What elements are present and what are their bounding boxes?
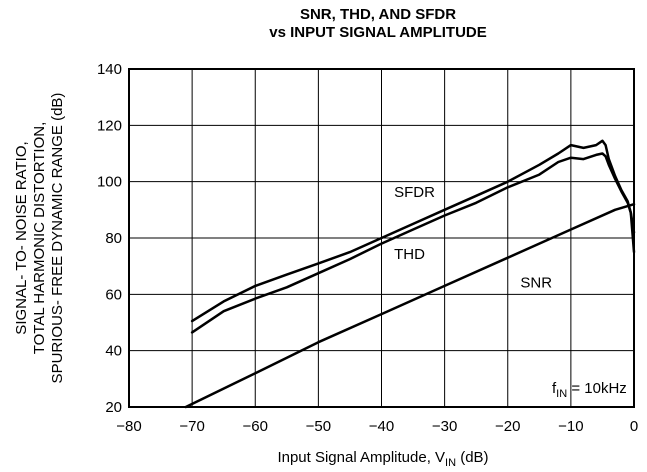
x-tick-label: −20 xyxy=(495,418,520,435)
x-axis-label-unit: (dB) xyxy=(456,449,489,466)
x-tick-label: −70 xyxy=(179,418,204,435)
series-label-sfdr: SFDR xyxy=(394,184,435,201)
chart-title-line1: SNR, THD, AND SFDR xyxy=(300,6,456,23)
series-line-thd xyxy=(190,152,636,334)
x-axis-label: Input Signal Amplitude, VIN (dB) xyxy=(277,449,488,469)
y-tick-label: 80 xyxy=(105,230,122,247)
x-axis-label-sub: IN xyxy=(445,457,456,469)
series-lines xyxy=(184,139,636,409)
series-label-thd: THD xyxy=(394,246,425,263)
y-tick-label: 100 xyxy=(97,174,122,191)
x-axis-label-main: Input Signal Amplitude, V xyxy=(277,449,445,466)
x-tick-label: −40 xyxy=(369,418,394,435)
y-tick-label: 20 xyxy=(105,399,122,416)
y-axis-label-line1: SIGNAL- TO- NOISE RATIO, xyxy=(13,141,30,334)
y-axis-label: SIGNAL- TO- NOISE RATIO, TOTAL HARMONIC … xyxy=(13,93,66,384)
x-tick-label: 0 xyxy=(630,418,638,435)
annotation-fin-main: f xyxy=(552,380,557,397)
x-tick-label: −50 xyxy=(306,418,331,435)
x-tick-label: −60 xyxy=(243,418,268,435)
x-tick-label: −30 xyxy=(432,418,457,435)
annotation-fin-sub: IN xyxy=(556,388,567,400)
annotation-fin: fIN = 10kHz xyxy=(552,380,627,400)
y-axis-label-line2: TOTAL HARMONIC DISTORTION, xyxy=(31,122,48,355)
series-label-snr: SNR xyxy=(520,274,552,291)
y-tick-label: 140 xyxy=(97,61,122,78)
ticks: −80 −70 −60 −50 −40 −30 −20 −10 0 20 40 60 80 100 120 1… xyxy=(97,61,638,435)
plot-frame xyxy=(128,68,635,408)
chart-title-line2: vs INPUT SIGNAL AMPLITUDE xyxy=(269,24,487,41)
y-axis-label-line3: SPURIOUS- FREE DYNAMIC RANGE (dB) xyxy=(49,93,66,384)
annotation-fin-rest: = 10kHz xyxy=(567,380,627,397)
y-tick-label: 40 xyxy=(105,343,122,360)
y-tick-label: 120 xyxy=(97,117,122,134)
x-tick-label: −10 xyxy=(558,418,583,435)
x-tick-label: −80 xyxy=(116,418,141,435)
series-line-snr xyxy=(184,202,636,409)
y-tick-label: 60 xyxy=(105,286,122,303)
